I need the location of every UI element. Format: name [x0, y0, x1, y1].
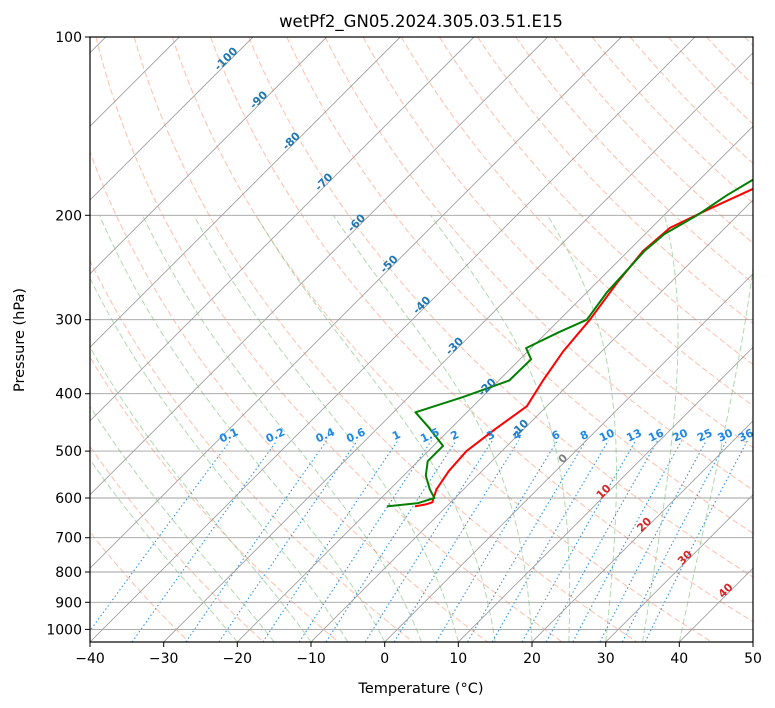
y-tick-label: 100: [55, 30, 82, 46]
mixing-ratio-label: 16: [646, 426, 666, 444]
mixing-ratio-line: [90, 440, 231, 632]
mixing-ratio-line: [521, 440, 637, 642]
mixing-ratio-line: [262, 440, 399, 642]
moist-adiabat: [142, 215, 422, 642]
dry-adiabat: [90, 531, 190, 642]
mixing-ratio-line: [131, 440, 278, 642]
dry-adiabat: [400, 37, 753, 407]
y-axis-title: Pressure (hPa): [12, 288, 28, 392]
mixing-ratio-label: 25: [695, 426, 714, 444]
plot-frame: [89, 36, 754, 643]
isotherm-line: [384, 273, 753, 642]
y-tick-label: 400: [55, 387, 82, 403]
x-tick-label: 10: [449, 651, 467, 667]
y-axis: 100 200 300 400 500 600 700 800 900 1000: [46, 30, 90, 638]
y-tick-label: 500: [55, 444, 82, 460]
mixing-ratio-line: [364, 440, 493, 642]
dry-adiabat: [210, 37, 753, 623]
dry-adiabat: [629, 37, 753, 165]
dry-adiabat: [133, 37, 638, 642]
mixing-ratio-line: [325, 440, 457, 642]
moist-adiabat: [547, 215, 617, 642]
isotherm-line: [90, 37, 696, 642]
dry-adiabat: [515, 37, 753, 284]
x-tick-label: 0: [380, 651, 389, 667]
temperature-line: [414, 187, 753, 508]
moist-adiabat: [332, 215, 533, 642]
dewpoint-line: [386, 178, 753, 508]
moist-adiabat: [90, 277, 349, 642]
x-tick-label: −20: [223, 651, 253, 667]
isotherm-line: [236, 125, 753, 642]
dry-adiabat: [438, 37, 753, 366]
isotherm-line: [90, 37, 622, 569]
isotherm-line: [90, 37, 401, 348]
mixing-ratio-label: 36: [736, 426, 756, 444]
mixing-ratio-label: 13: [624, 426, 643, 444]
dry-adiabat: [90, 445, 264, 642]
x-tick-label: −30: [149, 651, 179, 667]
isotherm-line: [90, 37, 328, 275]
y-tick-label: 700: [55, 531, 82, 547]
plot-area: [90, 37, 753, 642]
x-tick-label: 40: [670, 651, 688, 667]
dry-adiabat: [591, 37, 753, 204]
y-tick-label: 1000: [46, 622, 82, 638]
mixing-ratio-line: [491, 440, 609, 642]
mixing-ratio-line: [545, 440, 659, 642]
x-axis-title: Temperature (°C): [357, 681, 483, 697]
moist-adiabat: [193, 215, 459, 642]
mixing-ratio-line: [467, 440, 587, 642]
y-tick-label: 300: [55, 313, 82, 329]
dry-adiabat: [90, 259, 414, 642]
isotherm-line: [90, 37, 549, 496]
moist-adiabat: [255, 215, 496, 642]
moist-adiabat: [90, 346, 312, 642]
mixing-ratio-line: [185, 440, 328, 642]
moist-adiabat: [642, 215, 679, 642]
y-tick-label: 900: [55, 595, 82, 611]
isotherm-line: [90, 37, 475, 422]
dry-adiabat: [248, 37, 753, 578]
mixing-ratio-label: 10: [597, 426, 617, 444]
isotherm-line: [531, 420, 753, 642]
dry-adiabat: [95, 37, 563, 642]
x-axis: −40 −30 −20 −10 0 10 20 30 40 50: [75, 642, 762, 667]
mixing-ratio-line: [435, 440, 558, 642]
mixing-ratio-line: [298, 440, 432, 642]
x-tick-label: 30: [597, 651, 615, 667]
x-tick-label: 20: [523, 651, 541, 667]
x-tick-label: −10: [296, 651, 326, 667]
dry-adiabat: [171, 37, 712, 642]
x-tick-label: 50: [744, 651, 762, 667]
grid-lines: [90, 37, 753, 642]
y-tick-label: 800: [55, 565, 82, 581]
mixing-ratio-line: [572, 440, 683, 642]
moist-adiabat: [678, 264, 753, 642]
isotherm-line: [605, 494, 753, 642]
isotherm-line: [310, 199, 753, 642]
chart-title: wetPf2_GN05.2024.305.03.51.E15: [279, 12, 563, 32]
profile-lines: [386, 178, 753, 508]
y-tick-label: 600: [55, 491, 82, 507]
mixing-ratio-label: 30: [716, 426, 736, 444]
isotherm-line: [90, 37, 254, 201]
x-tick-label: −40: [75, 651, 105, 667]
dry-adiabat: [477, 37, 753, 325]
dry-adiabat: [362, 37, 753, 449]
y-tick-label: 200: [55, 208, 82, 224]
isotherm-line: [163, 52, 753, 642]
isotherm-line: [457, 346, 753, 642]
mixing-ratio-label: 20: [671, 426, 691, 444]
moist-adiabat: [90, 458, 238, 642]
mixing-ratio-line: [644, 440, 748, 642]
